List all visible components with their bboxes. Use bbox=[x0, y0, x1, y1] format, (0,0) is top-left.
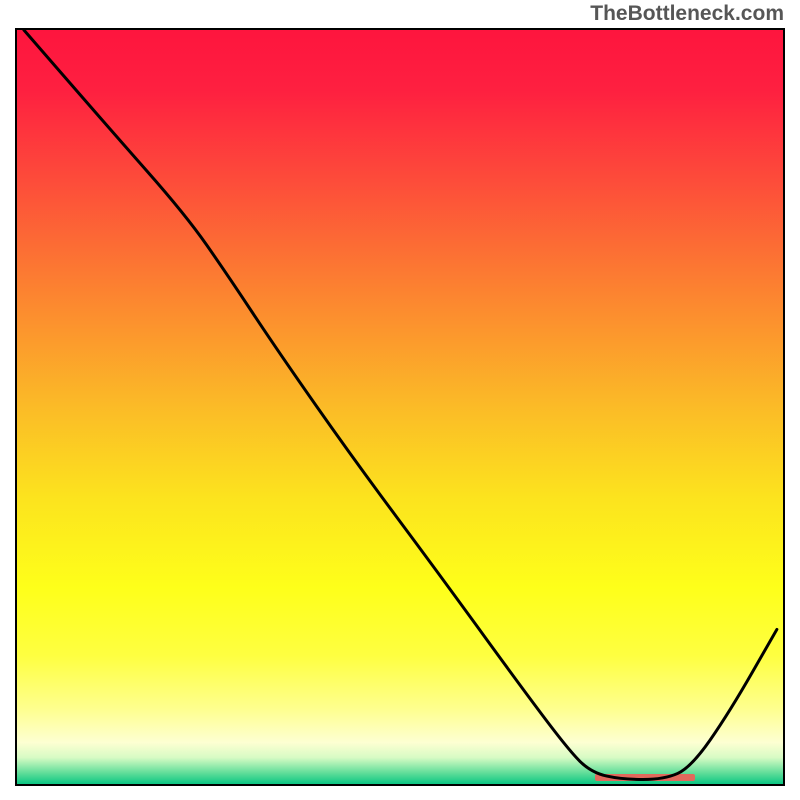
chart-canvas: TheBottleneck.com bbox=[0, 0, 800, 800]
curve-line bbox=[17, 30, 783, 784]
plot-area bbox=[15, 28, 785, 786]
attribution-label: TheBottleneck.com bbox=[590, 2, 784, 26]
